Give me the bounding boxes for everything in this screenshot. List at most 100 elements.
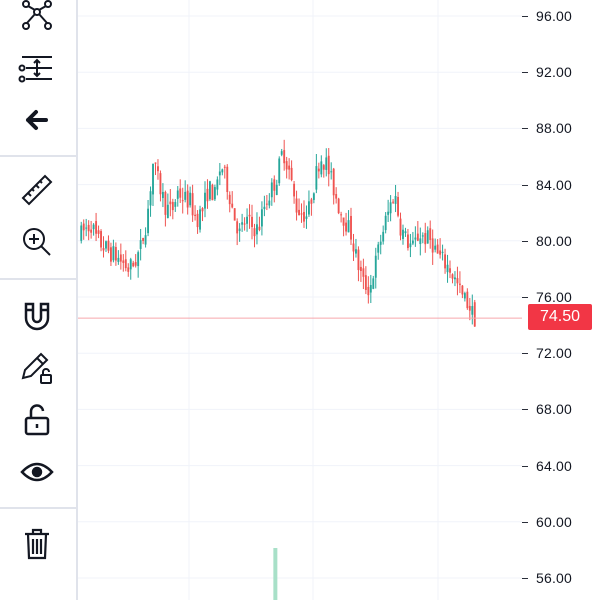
candle-body	[100, 231, 102, 248]
pattern-tool-button[interactable]	[14, 0, 60, 35]
candle-body	[92, 224, 95, 230]
candle-body	[320, 161, 323, 175]
eye-icon	[20, 460, 54, 484]
candle-body	[305, 216, 308, 219]
price-tick-mark	[522, 521, 528, 523]
candle-body	[233, 208, 236, 221]
candle-body	[117, 257, 120, 262]
candle-body	[112, 246, 115, 261]
candle-body	[394, 196, 397, 204]
arrow-left-icon	[22, 105, 52, 135]
price-tick-label: 56.00	[536, 570, 573, 586]
candle-body	[461, 285, 464, 295]
candle-body	[374, 255, 377, 278]
candle-body	[238, 228, 241, 232]
candle-body	[149, 191, 152, 206]
toolbar-separator	[0, 507, 76, 509]
candle-body	[350, 215, 352, 240]
candle-body	[189, 192, 192, 206]
candle-body	[166, 204, 169, 218]
zoom-tool-button[interactable]	[14, 222, 60, 262]
candle-body	[154, 162, 157, 164]
price-tick-mark	[522, 578, 528, 579]
price-tick-mark	[522, 465, 528, 467]
candle-body	[298, 209, 300, 216]
candle-body	[419, 238, 422, 245]
candle-body	[236, 221, 239, 234]
trash-icon	[23, 528, 51, 560]
candle-body	[102, 248, 105, 251]
candle-body	[171, 201, 174, 211]
price-tick-mark	[522, 240, 528, 242]
candle-body	[317, 168, 320, 172]
candle-body	[285, 161, 288, 170]
candle-body	[260, 209, 263, 227]
candle-body	[357, 249, 360, 271]
candle-body	[451, 274, 454, 279]
ruler-icon	[19, 172, 55, 208]
candle-body	[310, 199, 313, 204]
price-tick-label: 80.00	[536, 232, 573, 249]
candle-body	[307, 201, 310, 215]
candle-body	[206, 188, 209, 202]
candle-body	[327, 155, 330, 175]
candle-body	[404, 231, 407, 234]
candle-body	[330, 171, 333, 173]
candle-body	[97, 230, 100, 234]
candle-body	[114, 247, 117, 261]
candle-body	[82, 223, 85, 231]
price-tick-label: 76.00	[536, 289, 573, 305]
zoom-in-icon	[21, 226, 53, 258]
price-tick-label: 92.00	[536, 64, 573, 81]
candle-body	[456, 278, 459, 284]
candle-body	[137, 252, 140, 267]
measure-tool-button[interactable]	[14, 170, 60, 210]
candle-body	[142, 237, 145, 242]
lock-drawings-button[interactable]	[14, 348, 60, 388]
candle-body	[228, 194, 231, 205]
candle-body	[303, 211, 305, 222]
candle-body	[359, 266, 362, 272]
price-tick-label: 64.00	[536, 457, 573, 474]
price-tick-label: 88.00	[536, 120, 573, 137]
candle-body	[379, 241, 382, 245]
price-tick-mark	[522, 72, 528, 74]
candle-body	[352, 243, 355, 252]
candle-body	[300, 213, 303, 215]
pencil-lock-icon	[19, 350, 55, 386]
hide-drawings-button[interactable]	[14, 452, 60, 492]
candle-body	[367, 286, 370, 296]
candle-body	[342, 217, 345, 226]
candle-body	[231, 203, 234, 208]
candle-body	[295, 198, 298, 213]
magnet-icon	[22, 300, 52, 332]
candle-body	[226, 166, 229, 193]
back-button[interactable]	[14, 100, 60, 140]
remove-drawings-button[interactable]	[14, 524, 60, 564]
chart-canvas[interactable]	[78, 0, 522, 600]
candle-body	[315, 166, 318, 190]
candle-body	[85, 227, 88, 229]
candle-body	[382, 231, 385, 242]
candle-body	[347, 220, 350, 233]
toolbar-separator	[0, 155, 76, 157]
candle-body	[191, 193, 194, 216]
lock-all-button[interactable]	[14, 400, 60, 440]
candle-body	[161, 191, 164, 199]
candle-body	[134, 262, 137, 266]
candle-body	[444, 254, 447, 269]
candle-body	[406, 234, 409, 249]
candle-body	[184, 191, 187, 200]
candle-body	[181, 200, 184, 202]
fib-tool-button[interactable]	[14, 48, 60, 88]
candle-body	[157, 166, 159, 172]
candlestick-chart[interactable]	[78, 0, 522, 600]
candle-body	[216, 179, 219, 190]
candle-body	[458, 283, 461, 285]
price-axis[interactable]: 96.00 92.00 88.00 84.00 80.00 76.00 72.00 68.00…	[522, 0, 600, 600]
candle-body	[377, 244, 380, 253]
price-tick-label: 60.00	[536, 513, 573, 530]
candle-body	[80, 225, 83, 241]
candle-body	[127, 267, 130, 272]
magnet-tool-button[interactable]	[14, 296, 60, 336]
